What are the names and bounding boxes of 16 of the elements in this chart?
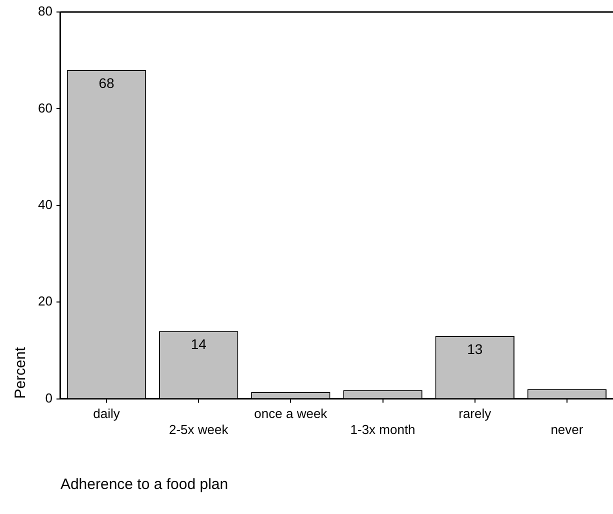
y-tick-label: 40 [38, 196, 52, 212]
data-label: 68 [98, 74, 114, 91]
x-tick-label: rarely [458, 406, 492, 422]
x-tick-label: never [550, 422, 584, 437]
x-tick-label: daily [93, 406, 120, 422]
data-label: 14 [190, 336, 207, 352]
x-axis-title: Adherence to a food plan [60, 476, 228, 494]
y-tick-label: 0 [45, 390, 52, 406]
y-tick-label: 60 [38, 100, 52, 116]
x-tick-label: once a week [254, 406, 328, 422]
x-tick-label: 1-3x month [350, 422, 416, 437]
y-axis-title: Percent [12, 346, 30, 399]
x-tick-label: 2-5x week [168, 422, 229, 437]
data-label: 13 [467, 340, 483, 357]
y-tick-label: 80 [38, 4, 52, 19]
y-tick-label: 20 [38, 294, 52, 309]
